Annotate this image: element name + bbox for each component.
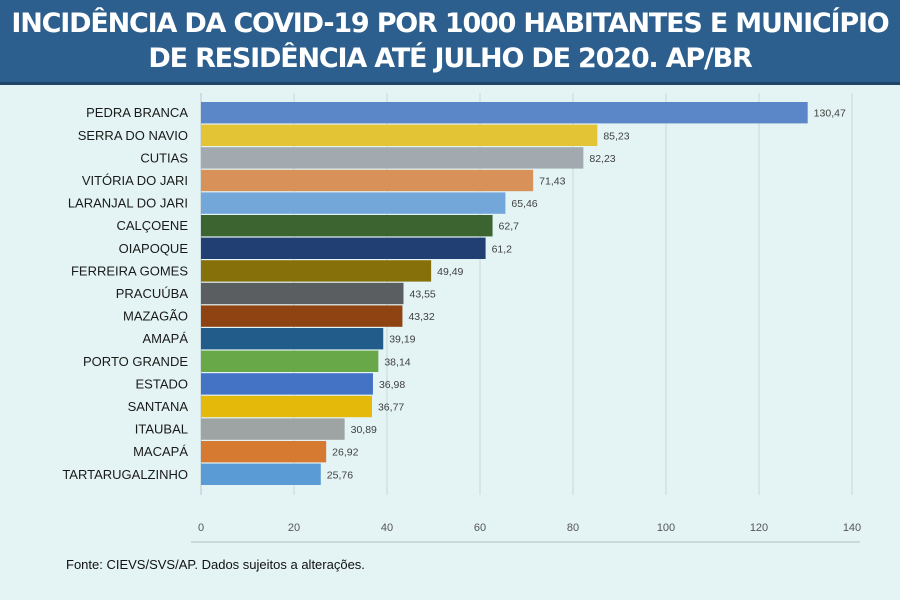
x-tick-label: 120 — [750, 522, 768, 534]
bar — [201, 328, 384, 350]
chart-title-line-1: INCIDÊNCIA DA COVID-19 POR 1000 HABITANT… — [11, 8, 889, 39]
category-label: AMAPÁ — [142, 331, 188, 346]
category-label: PORTO GRANDE — [83, 354, 188, 369]
x-tick-label: 140 — [843, 522, 861, 534]
category-label: TARTARUGALZINHO — [62, 467, 188, 482]
data-label: 39,19 — [389, 334, 415, 346]
x-tick-label: 60 — [474, 522, 486, 534]
data-label: 36,77 — [378, 402, 404, 414]
category-label: ITAUBAL — [135, 422, 188, 437]
bar — [201, 463, 321, 485]
data-label: 130,47 — [814, 108, 846, 120]
category-label: VITÓRIA DO JARI — [82, 173, 188, 188]
bar — [201, 305, 403, 327]
bar — [201, 215, 493, 237]
bar — [201, 350, 379, 372]
bar — [201, 124, 598, 146]
bars: PEDRA BRANCA 130,47 SERRA DO NAVIO 85,23 CUT… — [62, 102, 846, 485]
bar — [201, 282, 404, 305]
category-label: MACAPÁ — [133, 444, 188, 459]
data-label: 65,46 — [511, 198, 537, 210]
data-label: 38,14 — [384, 356, 410, 368]
data-label: 30,89 — [351, 424, 377, 436]
data-label: 43,55 — [410, 289, 436, 301]
chart-title-line-2: DE RESIDÊNCIA ATÉ JULHO DE 2020. AP/BR — [148, 43, 752, 74]
bar — [201, 395, 372, 418]
data-label: 71,43 — [539, 176, 565, 188]
data-label: 43,32 — [408, 311, 434, 323]
category-label: FERREIRA GOMES — [71, 263, 188, 278]
category-label: OIAPOQUE — [119, 241, 189, 256]
category-label: SERRA DO NAVIO — [78, 128, 188, 143]
data-label: 36,98 — [379, 379, 405, 391]
bar — [201, 192, 506, 214]
category-label: CUTIAS — [140, 150, 188, 165]
x-tick-label: 80 — [567, 522, 579, 534]
data-label: 49,49 — [437, 266, 463, 278]
data-label: 82,23 — [589, 153, 615, 165]
data-label: 62,7 — [499, 221, 520, 233]
bar — [201, 373, 373, 395]
x-tick-label: 0 — [198, 522, 204, 534]
bar — [201, 102, 808, 124]
category-label: CALÇOENE — [116, 218, 188, 233]
bar — [201, 147, 584, 169]
data-label: 61,2 — [492, 243, 513, 255]
data-label: 26,92 — [332, 447, 358, 459]
bar — [201, 418, 345, 440]
x-axis: 0 20 40 60 80 100 120 140 — [191, 522, 861, 543]
category-label: PEDRA BRANCA — [86, 105, 188, 120]
bar — [201, 237, 486, 259]
bar — [201, 169, 534, 192]
data-label: 85,23 — [603, 130, 629, 142]
bar-chart: PEDRA BRANCA 130,47 SERRA DO NAVIO 85,23 CUT… — [62, 93, 861, 543]
category-label: SANTANA — [128, 399, 189, 414]
category-label: PRACUÚBA — [116, 286, 189, 301]
category-label: ESTADO — [136, 376, 189, 391]
x-tick-label: 40 — [381, 522, 393, 534]
chart-header: INCIDÊNCIA DA COVID-19 POR 1000 HABITANT… — [0, 0, 900, 85]
bar — [201, 441, 327, 463]
category-label: LARANJAL DO JARI — [68, 196, 188, 211]
x-tick-label: 20 — [288, 522, 300, 534]
category-label: MAZAGÃO — [123, 309, 188, 324]
source-note: Fonte: CIEVS/SVS/AP. Dados sujeitos a al… — [66, 557, 365, 572]
data-label: 25,76 — [327, 469, 353, 481]
bar — [201, 260, 432, 282]
x-tick-label: 100 — [657, 522, 675, 534]
